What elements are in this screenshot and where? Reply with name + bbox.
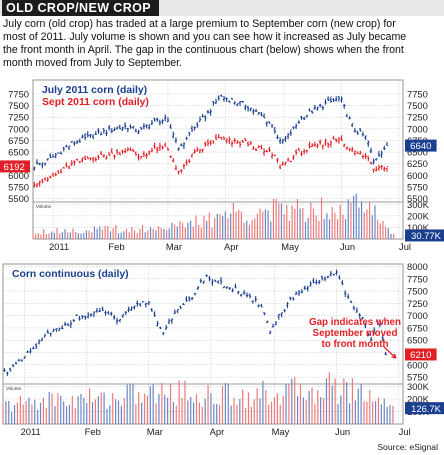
y-tick-label: 8000 (407, 261, 428, 272)
charts-canvas: 7750775075007500725072507000700067506750… (0, 79, 444, 437)
volume-tick-label: 300K (407, 381, 430, 392)
y-tick-label: 6000 (407, 359, 428, 370)
volume-tick-label: 100K (407, 222, 430, 233)
x-tick-label: Mar (166, 241, 182, 252)
intro-line: most of 2011. July volume is shown and y… (3, 31, 407, 43)
y-tick-label: 7500 (407, 286, 428, 297)
y-tick-label-left: 6000 (8, 170, 29, 181)
volume-tick-label: 200K (407, 210, 430, 221)
intro-line: July corn (old crop) has traded at a lar… (3, 18, 396, 30)
y-tick-label: 7750 (407, 88, 428, 99)
x-tick-label: Apr (224, 241, 239, 252)
y-tick-label-left: 7500 (8, 100, 29, 111)
y-tick-label: 5750 (407, 372, 428, 383)
intro-line: month moved from July to September. (3, 57, 182, 69)
y-tick-label-left: 5750 (8, 181, 29, 192)
legend-entry: Sept 2011 corn (daily) (42, 97, 149, 108)
annotation-arrowhead (393, 353, 397, 359)
x-tick-label: Jul (399, 241, 411, 252)
y-tick-label: 7000 (407, 310, 428, 321)
source-credit: Source: eSignal (377, 442, 438, 452)
volume-flag (405, 402, 444, 415)
volume-flag-label: 126.7K (411, 403, 441, 414)
y-tick-label: 7500 (407, 100, 428, 111)
annotation-arrow (383, 346, 397, 359)
y-tick-label: 7250 (407, 298, 428, 309)
page-title: OLD CROP/NEW CROP (2, 0, 159, 16)
x-tick-label: Apr (210, 426, 225, 437)
price-flag (0, 160, 31, 173)
price-flag (405, 348, 437, 361)
volume-pane-label: Volume (6, 386, 22, 391)
x-tick-label: 2011 (49, 241, 69, 252)
volume-flag-label: 30.77K (411, 230, 441, 241)
y-tick-label-left: 7000 (8, 123, 29, 134)
y-tick-label-left: 6500 (8, 147, 29, 158)
x-tick-label: May (272, 426, 290, 437)
y-tick-label: 5750 (407, 181, 428, 192)
x-tick-label: Jun (335, 426, 350, 437)
x-tick-label: 2011 (21, 426, 41, 437)
y-tick-label: 6250 (407, 158, 428, 169)
y-tick-label-left: 7750 (8, 88, 29, 99)
y-tick-label: 7000 (407, 123, 428, 134)
y-tick-label: 7750 (407, 273, 428, 284)
legend-entry: Corn continuous (daily) (12, 269, 129, 280)
annotation-text: Gap indicates when (309, 317, 401, 328)
y-tick-label: 6500 (407, 147, 428, 158)
y-tick-label-left: 6750 (8, 135, 29, 146)
x-tick-label: Jul (399, 426, 411, 437)
price-flag-label: 6210 (410, 350, 431, 361)
y-tick-label: 6000 (407, 170, 428, 181)
annotation-arrowhead (391, 356, 397, 359)
price-flag (405, 139, 437, 152)
y-tick-label: 6500 (407, 335, 428, 346)
volume-flag (405, 229, 444, 242)
annotation-text: to front month (322, 339, 389, 350)
x-tick-label: Mar (147, 426, 163, 437)
intro-text: July corn (old crop) has traded at a lar… (3, 18, 441, 70)
x-tick-label: Jun (340, 241, 355, 252)
intro-line: the front month in April. The gap in the… (3, 44, 404, 56)
volume-tick-label: 300K (407, 199, 430, 210)
volume-pane-label: Volume (36, 204, 52, 209)
x-tick-label: May (281, 241, 299, 252)
x-tick-label: Feb (85, 426, 101, 437)
annotation-text: September moved (313, 328, 398, 339)
y-tick-label: 7250 (407, 112, 428, 123)
x-tick-label: Feb (108, 241, 124, 252)
y-tick-label-left: 5500 (8, 193, 29, 204)
y-tick-label: 6750 (407, 322, 428, 333)
y-tick-label: 5500 (407, 193, 428, 204)
volume-tick-label: 200K (407, 394, 430, 405)
legend-entry: July 2011 corn (daily) (42, 85, 147, 96)
price-flag-label: 6640 (410, 141, 431, 152)
price-flag-label: 6192 (4, 162, 25, 173)
y-tick-label-left: 7250 (8, 112, 29, 123)
